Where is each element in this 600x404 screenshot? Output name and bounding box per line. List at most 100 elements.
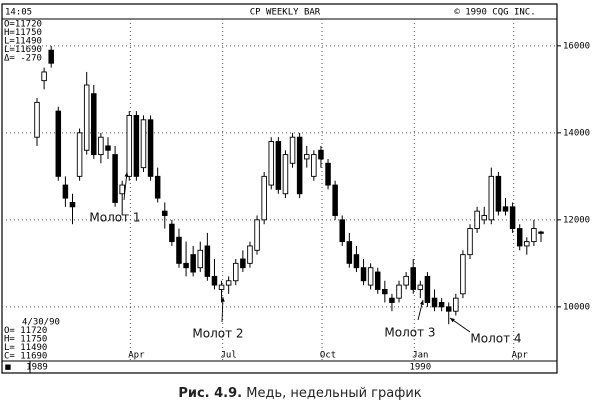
- candle-body: [126, 114, 133, 177]
- annotation-arrow: [123, 171, 128, 201]
- candle-body: [495, 175, 502, 212]
- candle-body: [311, 154, 317, 177]
- info-line: H= 11750: [4, 335, 47, 345]
- candle-body: [233, 262, 239, 282]
- candle-body: [367, 267, 374, 286]
- info-line: Δ= -270: [4, 54, 42, 64]
- caption-label: Рис. 4.9.: [178, 386, 242, 401]
- y-tick-label: 16000: [563, 41, 590, 51]
- header-time: 14:05: [5, 8, 32, 18]
- candle-body: [91, 93, 97, 156]
- candle-body: [531, 228, 537, 243]
- x-tick-label: Jan: [412, 351, 428, 361]
- info-line: H=11750: [4, 28, 42, 38]
- candle-body: [339, 219, 345, 243]
- candle-body: [488, 175, 495, 221]
- candle-body: [325, 162, 331, 186]
- candle-body: [62, 184, 69, 199]
- candle-body: [261, 175, 267, 221]
- candle-body: [396, 284, 402, 299]
- arrow-head: [450, 318, 455, 323]
- candle-body: [524, 241, 530, 247]
- candle-body: [410, 267, 416, 290]
- candle-body: [538, 231, 544, 234]
- candle-body: [296, 136, 303, 195]
- candle-body: [268, 141, 275, 186]
- candle-body: [76, 132, 83, 177]
- corner-mark: ■: [5, 363, 11, 373]
- candle-body: [282, 154, 289, 195]
- candle-body: [225, 280, 232, 286]
- candle-body: [98, 136, 104, 156]
- candle-body: [140, 119, 147, 169]
- annotation: Молот 3: [384, 326, 435, 340]
- frame: [1, 3, 558, 374]
- candle-body: [254, 219, 260, 251]
- candle-body: [218, 284, 225, 290]
- arrow-head: [124, 172, 129, 177]
- candle-body: [318, 149, 324, 160]
- candle-body: [353, 254, 360, 269]
- y-tick-label: 12000: [563, 215, 590, 225]
- candle-body: [424, 275, 431, 303]
- candle-body: [105, 145, 111, 151]
- candle-body: [389, 297, 395, 303]
- candle-body: [69, 201, 76, 208]
- candle-body: [460, 254, 466, 295]
- candle-body: [516, 228, 523, 247]
- candle-body: [438, 302, 445, 308]
- candle-body: [467, 228, 473, 256]
- y-tick-label: 14000: [563, 128, 590, 138]
- arrow-head: [220, 297, 225, 302]
- candle-body: [374, 271, 381, 290]
- candle-body: [382, 289, 388, 295]
- candle-body: [474, 210, 480, 229]
- candle-body: [445, 306, 452, 312]
- candle-body: [403, 275, 409, 286]
- info-line: L= 11490: [4, 343, 47, 353]
- candle-body: [83, 84, 90, 151]
- year-label: 1990: [409, 363, 431, 373]
- candle-body: [190, 254, 196, 273]
- x-tick-label: Oct: [320, 351, 336, 361]
- candle-body: [360, 267, 367, 282]
- candle-body: [176, 236, 182, 264]
- candle-body: [34, 101, 40, 138]
- candle-body: [332, 184, 338, 216]
- candle-body: [204, 245, 211, 277]
- candle-body: [154, 175, 161, 199]
- candle-body: [119, 184, 125, 195]
- annotation: Молот 4: [470, 332, 521, 346]
- info-line: 4/30/90: [22, 318, 60, 328]
- candle-body: [197, 249, 204, 269]
- caption-text: Медь, недельный график: [246, 386, 422, 401]
- candle-body: [502, 206, 509, 212]
- candle-body: [509, 206, 516, 230]
- candle-body: [481, 215, 487, 221]
- x-tick-label: Jul: [221, 351, 237, 361]
- info-line: C= 11690: [4, 352, 47, 362]
- candle-body: [183, 262, 189, 269]
- header-copyright: © 1990 CQG INC.: [454, 8, 535, 18]
- candle-body: [346, 241, 353, 264]
- candle-body: [48, 49, 54, 64]
- caption: Рис. 4.9. Медь, недельный график: [178, 386, 421, 401]
- candle-body: [133, 114, 140, 177]
- y-tick-label: 10000: [563, 302, 590, 312]
- candle-body: [55, 110, 62, 177]
- info-line: L=11490: [4, 37, 42, 47]
- info-line: O= 11720: [4, 326, 47, 336]
- x-tick-label: Apr: [128, 351, 145, 361]
- info-line: L=11690: [4, 45, 42, 55]
- candle-body: [41, 71, 47, 82]
- candle-body: [112, 154, 118, 203]
- candle-body: [417, 284, 424, 290]
- candle-body: [431, 297, 438, 308]
- x-tick-label: Apr: [512, 351, 529, 361]
- candle-body: [147, 119, 154, 177]
- candle-body: [169, 223, 175, 243]
- candle-body: [303, 154, 310, 160]
- candle-body: [211, 275, 218, 286]
